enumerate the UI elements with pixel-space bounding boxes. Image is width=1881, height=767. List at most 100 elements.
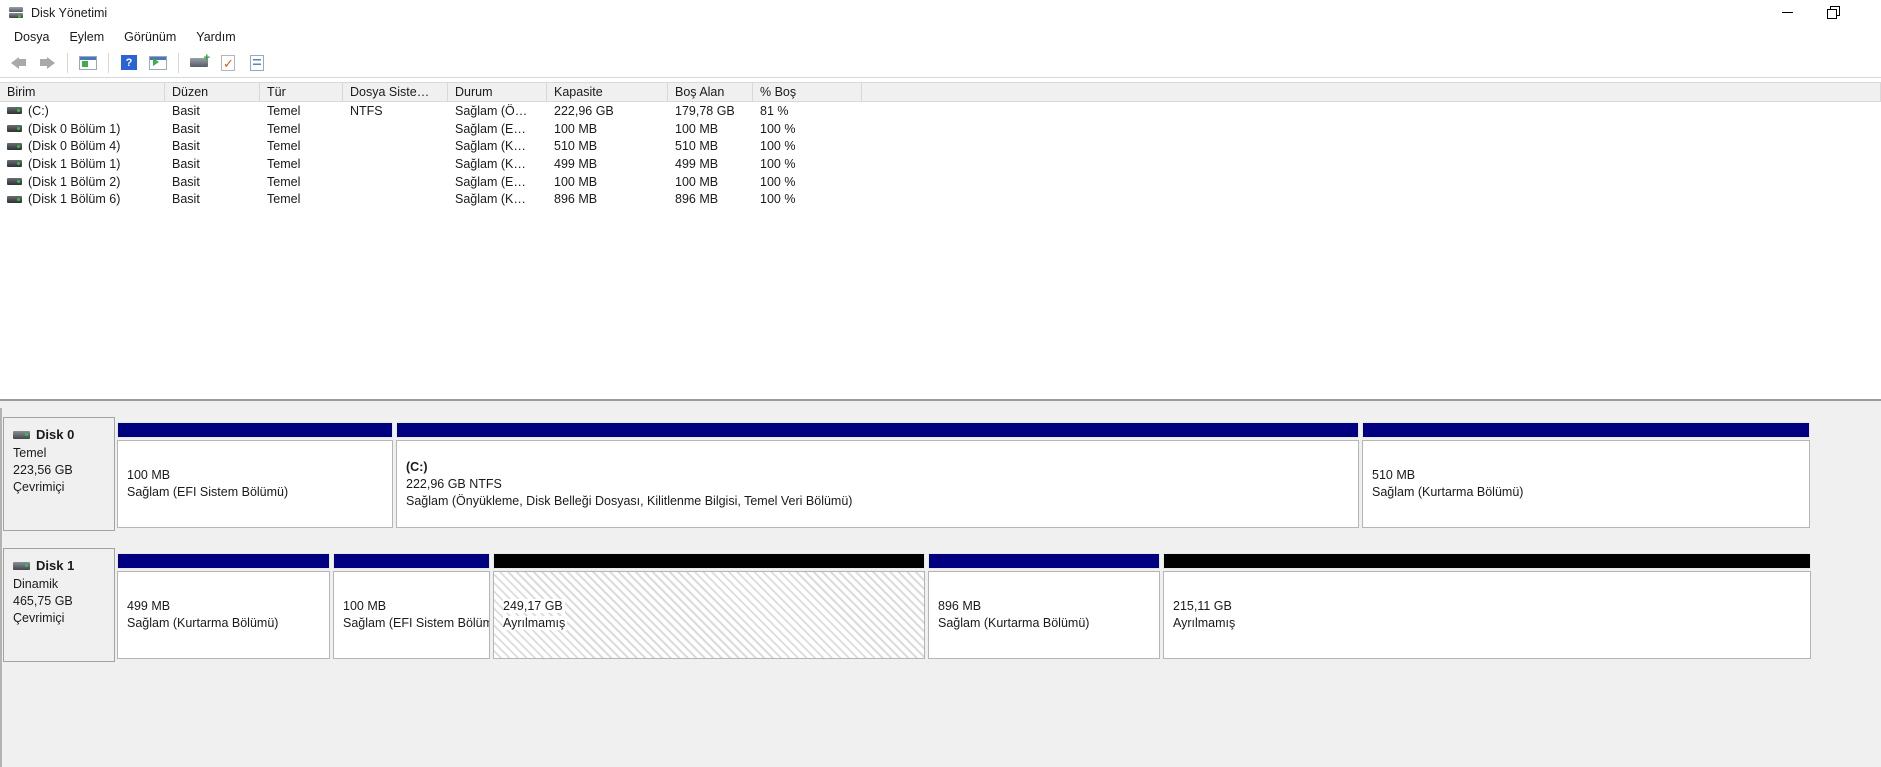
minimize-button[interactable]	[1764, 0, 1810, 25]
volume-capacity: 100 MB	[554, 174, 598, 189]
table-row-disk1-bolum1[interactable]: (Disk 1 Bölüm 1) Basit Temel Sağlam (K… …	[0, 155, 1881, 173]
partition-status: Ayrılmamış	[503, 616, 568, 630]
disk-type: Temel	[13, 446, 47, 460]
partition-disk0-c[interactable]: (C:) 222,96 GB NTFS Sağlam (Önyükleme, D…	[396, 422, 1359, 531]
column-header-birim[interactable]: Birim	[0, 83, 165, 101]
disk0-partitions: 100 MB Sağlam (EFI Sistem Bölümü) (C:) 2…	[117, 422, 1813, 531]
partition-body: 100 MB Sağlam (EFI Sistem Bölümü)	[117, 440, 393, 528]
disk-drive-button[interactable]	[187, 51, 211, 75]
volume-percent-free: 100 %	[760, 192, 796, 207]
partition-disk1-recovery2[interactable]: 896 MB Sağlam (Kurtarma Bölümü)	[928, 553, 1160, 662]
volume-icon	[7, 178, 22, 186]
partition-body: 100 MB Sağlam (EFI Sistem Bölüm	[333, 571, 490, 659]
volume-layout: Basit	[172, 174, 200, 189]
menu-dosya[interactable]: Dosya	[14, 29, 50, 44]
column-header-durum[interactable]: Durum	[448, 83, 547, 101]
restore-button[interactable]	[1810, 0, 1856, 25]
partition-body: 249,17 GB Ayrılmamış	[493, 571, 925, 659]
pane-splitter[interactable]	[0, 399, 1881, 408]
check-disk-icon	[221, 54, 235, 72]
volume-icon	[7, 160, 22, 168]
menu-yardim[interactable]: Yardım	[196, 29, 236, 44]
volume-icon	[7, 195, 22, 203]
volume-capacity: 222,96 GB	[554, 103, 614, 118]
partition-color-bar	[117, 553, 330, 569]
disk-size: 223,56 GB	[13, 463, 73, 477]
show-action-pane-button[interactable]	[146, 51, 170, 75]
partition-disk1-efi[interactable]: 100 MB Sağlam (EFI Sistem Bölüm	[333, 553, 490, 662]
volume-status: Sağlam (Ö…	[455, 103, 528, 118]
back-button[interactable]	[6, 51, 30, 75]
partition-status: Sağlam (EFI Sistem Bölüm	[343, 616, 489, 630]
volume-layout: Basit	[172, 103, 200, 118]
help-button[interactable]: ?	[117, 51, 141, 75]
help-icon: ?	[121, 55, 137, 70]
table-row-disk0-bolum1[interactable]: (Disk 0 Bölüm 1) Basit Temel Sağlam (E… …	[0, 120, 1881, 138]
column-header-bos-alan[interactable]: Boş Alan	[668, 83, 753, 101]
partition-color-bar	[333, 553, 490, 569]
minimize-icon	[1781, 12, 1793, 13]
partition-disk0-efi[interactable]: 100 MB Sağlam (EFI Sistem Bölümü)	[117, 422, 393, 531]
disk-name: Disk 0	[36, 427, 75, 442]
volume-percent-free: 100 %	[760, 174, 796, 189]
restore-icon	[1826, 6, 1840, 19]
volume-type: Temel	[267, 174, 301, 189]
partition-disk0-recovery[interactable]: 510 MB Sağlam (Kurtarma Bölümü)	[1362, 422, 1810, 531]
volume-status: Sağlam (K…	[455, 192, 526, 207]
volume-filesystem: NTFS	[350, 103, 383, 118]
partition-color-bar	[396, 422, 1359, 438]
column-header-duzen[interactable]: Düzen	[165, 83, 260, 101]
menu-gorunum[interactable]: Görünüm	[124, 29, 177, 44]
table-row-disk1-bolum2[interactable]: (Disk 1 Bölüm 2) Basit Temel Sağlam (E… …	[0, 173, 1881, 191]
partition-size: 510 MB	[1372, 468, 1418, 482]
partition-disk1-recovery1[interactable]: 499 MB Sağlam (Kurtarma Bölümü)	[117, 553, 330, 662]
column-header-dosya-sistemi[interactable]: Dosya Siste…	[343, 83, 448, 101]
partition-status: Sağlam (Önyükleme, Disk Belleği Dosyası,…	[406, 493, 855, 508]
volume-type: Temel	[267, 139, 301, 154]
volume-name: (Disk 0 Bölüm 1)	[28, 121, 121, 136]
partition-size: 100 MB	[343, 599, 389, 613]
forward-button[interactable]	[35, 51, 59, 75]
volume-table-header: Birim Düzen Tür Dosya Siste… Durum Kapas…	[0, 82, 1881, 102]
partition-size: 215,11 GB	[1173, 599, 1234, 613]
disk0-label-box[interactable]: Disk 0 Temel 223,56 GB Çevrimiçi	[3, 417, 115, 531]
volume-type: Temel	[267, 192, 301, 207]
partition-disk1-unallocated2[interactable]: 215,11 GB Ayrılmamış	[1163, 553, 1811, 662]
toolbar-separator	[108, 52, 109, 73]
partition-disk1-unallocated-selected[interactable]: 249,17 GB Ayrılmamış	[493, 553, 925, 662]
disk-size: 465,75 GB	[13, 594, 73, 608]
volume-percent-free: 81 %	[760, 103, 789, 118]
volume-layout: Basit	[172, 121, 200, 136]
volume-percent-free: 100 %	[760, 139, 796, 154]
table-row-disk0-bolum4[interactable]: (Disk 0 Bölüm 4) Basit Temel Sağlam (K… …	[0, 137, 1881, 155]
partition-size: 100 MB	[127, 468, 173, 482]
show-console-tree-button[interactable]	[76, 51, 100, 75]
column-header-kapasite[interactable]: Kapasite	[547, 83, 668, 101]
volume-name: (Disk 1 Bölüm 2)	[28, 174, 121, 189]
disk1-label-box[interactable]: Disk 1 Dinamik 465,75 GB Çevrimiçi	[3, 548, 115, 662]
partition-color-bar	[493, 553, 925, 569]
table-row-c[interactable]: (C:) Basit Temel NTFS Sağlam (Ö… 222,96 …	[0, 102, 1881, 120]
volume-free-space: 100 MB	[675, 174, 719, 189]
window-title: Disk Yönetimi	[31, 5, 108, 20]
disk1-partitions: 499 MB Sağlam (Kurtarma Bölümü) 100 MB S…	[117, 553, 1814, 662]
column-header-yuzde-bos[interactable]: % Boş	[753, 83, 862, 101]
volume-free-space: 499 MB	[675, 156, 719, 171]
menu-eylem[interactable]: Eylem	[69, 29, 105, 44]
menubar: Dosya Eylem Görünüm Yardım	[0, 25, 1881, 48]
partition-status: Sağlam (Kurtarma Bölümü)	[1372, 485, 1526, 499]
partition-color-bar	[1163, 553, 1811, 569]
column-header-tur[interactable]: Tür	[260, 83, 343, 101]
table-row-disk1-bolum6[interactable]: (Disk 1 Bölüm 6) Basit Temel Sağlam (K… …	[0, 190, 1881, 208]
volume-status: Sağlam (K…	[455, 139, 526, 154]
column-header-empty	[862, 83, 1881, 101]
disk0-row: Disk 0 Temel 223,56 GB Çevrimiçi 100 MB …	[3, 417, 1881, 531]
properties-button[interactable]	[245, 51, 269, 75]
check-disk-button[interactable]	[216, 51, 240, 75]
show-action-pane-icon	[149, 55, 167, 70]
window-controls	[1764, 0, 1856, 25]
volume-capacity: 100 MB	[554, 121, 598, 136]
volume-layout: Basit	[172, 192, 200, 207]
partition-color-bar	[928, 553, 1160, 569]
partition-size: 249,17 GB	[503, 599, 565, 613]
